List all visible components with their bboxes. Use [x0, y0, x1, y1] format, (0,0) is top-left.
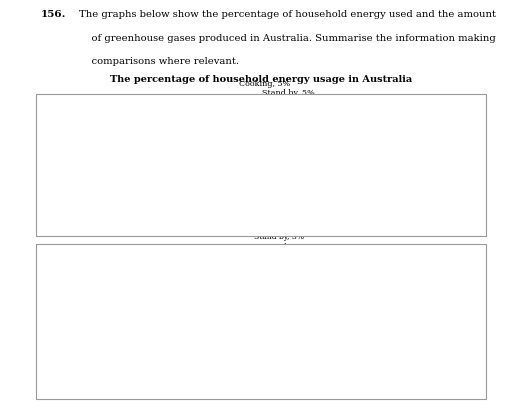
Text: Water heating, 23%: Water heating, 23%: [147, 139, 228, 147]
Title: The percentage of household energy usage in Australia: The percentage of household energy usage…: [110, 75, 412, 84]
Wedge shape: [261, 274, 274, 326]
Text: Lighting, 7%: Lighting, 7%: [272, 243, 321, 252]
Text: comparisons where relevant.: comparisons where relevant.: [79, 57, 240, 66]
Text: Stand by, 3%: Stand by, 3%: [254, 233, 304, 241]
Text: of greenhouse gases produced in Australia. Summarise the information making: of greenhouse gases produced in Australi…: [79, 34, 496, 43]
Text: The graphs below show the percentage of household energy used and the amount: The graphs below show the percentage of …: [79, 10, 496, 19]
Text: Refrigeration, 12%: Refrigeration, 12%: [275, 144, 353, 152]
Wedge shape: [261, 122, 275, 169]
Wedge shape: [233, 313, 313, 378]
Text: Water heating, 25%: Water heating, 25%: [142, 293, 219, 301]
Wedge shape: [215, 122, 261, 169]
Wedge shape: [261, 292, 312, 326]
Text: 156.: 156.: [41, 10, 67, 19]
Text: Other appliances, 16%: Other appliances, 16%: [163, 361, 250, 369]
Text: Cooking, 4%: Cooking, 4%: [233, 225, 281, 233]
Wedge shape: [261, 275, 283, 326]
Wedge shape: [214, 163, 261, 215]
Wedge shape: [261, 157, 308, 192]
Wedge shape: [252, 169, 303, 216]
Text: Heating and cooling,
20%: Heating and cooling, 20%: [254, 208, 339, 225]
Text: Heating and cooling, 38%: Heating and cooling, 38%: [253, 374, 352, 382]
Wedge shape: [261, 131, 307, 169]
Wedge shape: [261, 278, 301, 326]
Text: Stand by, 5%: Stand by, 5%: [262, 90, 315, 97]
Text: Other appliances, 24%: Other appliances, 24%: [167, 198, 260, 206]
Text: Cooking, 5%: Cooking, 5%: [239, 80, 290, 88]
Wedge shape: [209, 326, 261, 370]
Text: Lighting, 11%: Lighting, 11%: [280, 112, 337, 120]
Title: The percentage of greenhouse gas produced in Australia: The percentage of greenhouse gas produce…: [106, 223, 416, 232]
Wedge shape: [209, 274, 261, 326]
Text: Refrigeration, 7%: Refrigeration, 7%: [287, 282, 355, 291]
Wedge shape: [261, 124, 289, 169]
